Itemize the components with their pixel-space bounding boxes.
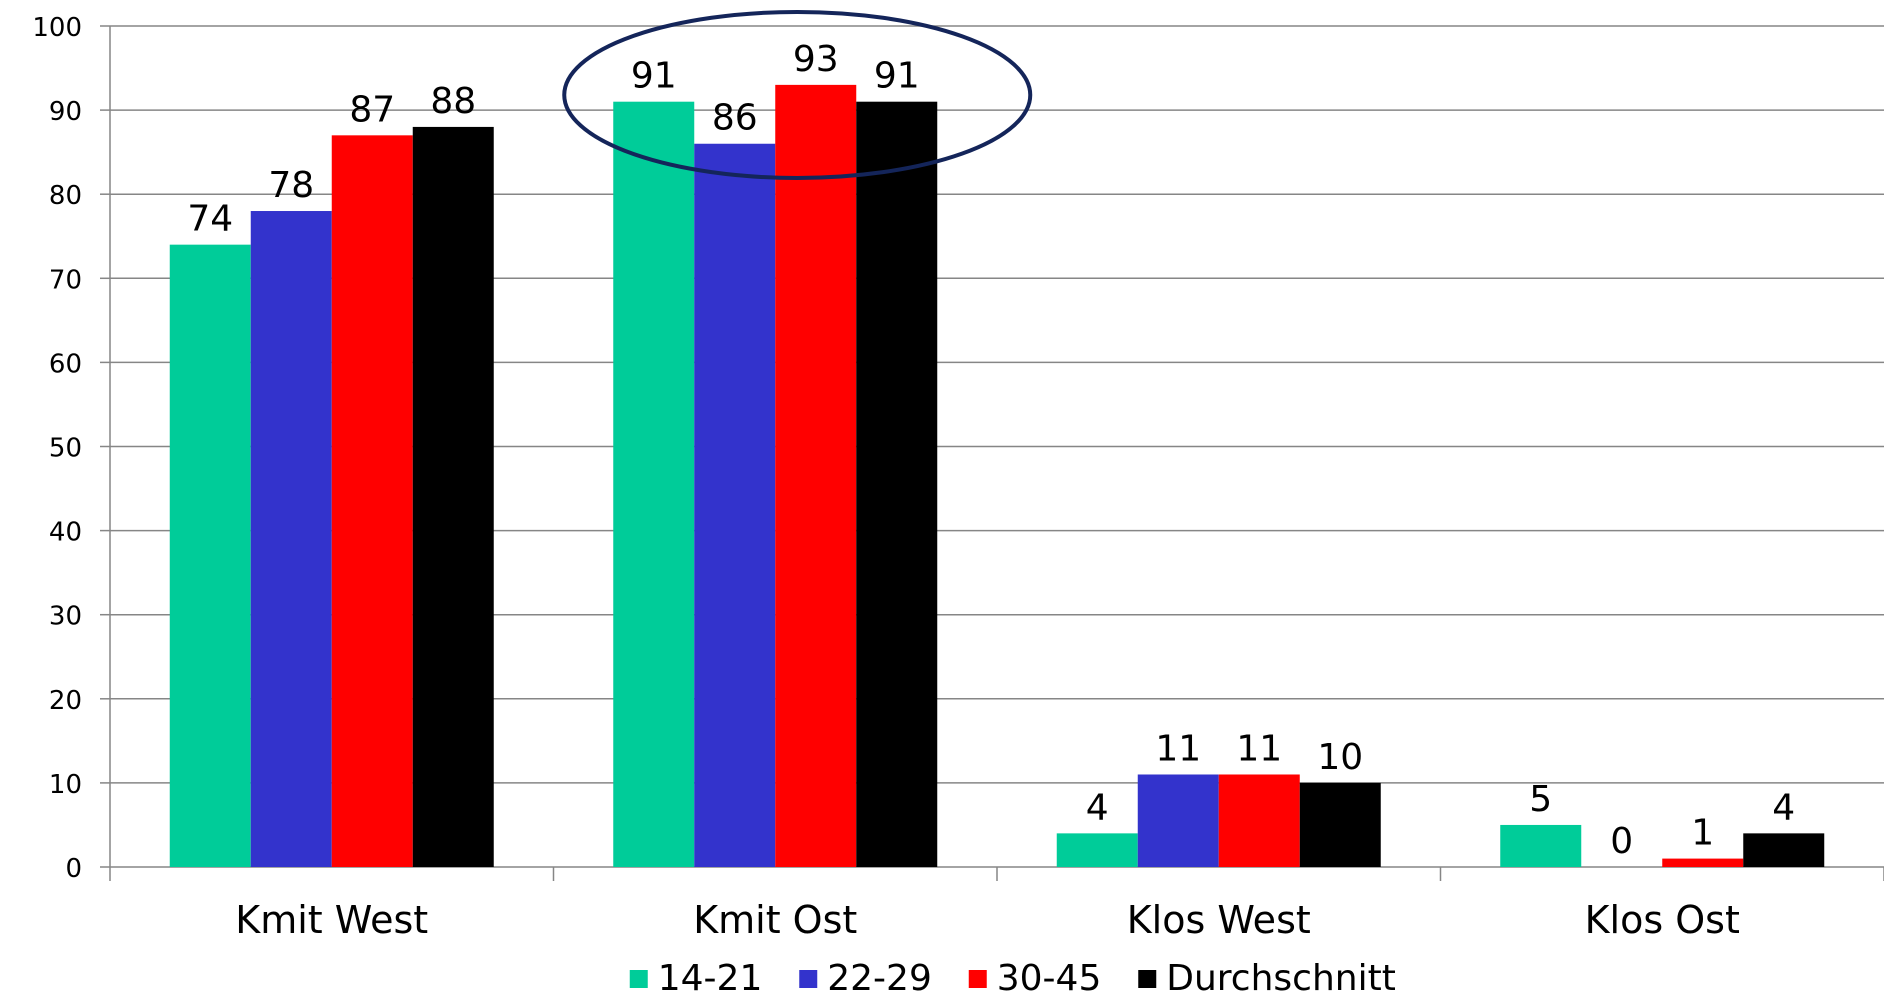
y-tick-label-70: 70 [49, 265, 82, 295]
category-label-klos-west: Klos West [1127, 898, 1311, 942]
bar-kmit-ost-14-21 [613, 101, 695, 867]
y-tick-label-20: 20 [49, 686, 82, 716]
bar-kmit-west-22-29 [250, 211, 332, 867]
bars [169, 84, 1825, 868]
annotation [562, 9, 1033, 180]
bar-kmit-ost-durchschnitt [856, 101, 938, 867]
category-labels: Kmit West Kmit Ost Klos West Klos Ost [235, 898, 1740, 942]
bar-klos-west-30-45 [1218, 774, 1300, 867]
data-label-kmit-west-durchschnitt: 88 [430, 81, 476, 122]
bar-klos-ost-14-21 [1500, 824, 1582, 867]
legend-label-14-21: 14-21 [658, 958, 763, 999]
y-tick-label-50: 50 [49, 434, 82, 464]
y-tick-label-80: 80 [49, 181, 82, 211]
data-label-klos-west-14-21: 4 [1086, 787, 1109, 828]
bar-kmit-west-durchschnitt [412, 126, 494, 868]
bar-klos-ost-durchschnitt [1743, 833, 1825, 867]
data-label-klos-west-22-29: 11 [1155, 728, 1201, 769]
data-label-kmit-ost-14-21: 91 [631, 56, 677, 97]
data-label-kmit-ost-30-45: 93 [793, 39, 839, 80]
y-tick-label-90: 90 [49, 97, 82, 127]
category-label-kmit-ost: Kmit Ost [693, 898, 857, 942]
bar-klos-ost-30-45 [1662, 858, 1744, 867]
legend-swatch-30-45 [968, 970, 987, 988]
data-label-klos-west-30-45: 11 [1236, 728, 1282, 769]
legend-label-durchschnitt: Durchschnitt [1166, 958, 1396, 999]
y-axis-ticks: 0 10 20 30 40 50 60 70 80 90 100 [32, 13, 110, 884]
legend: 14-21 22-29 30-45 Durchschnitt [629, 958, 1396, 999]
data-label-kmit-west-14-21: 74 [187, 199, 233, 240]
bar-kmit-ost-30-45 [775, 84, 857, 868]
data-label-kmit-west-30-45: 87 [349, 89, 395, 130]
category-label-kmit-west: Kmit West [235, 898, 428, 942]
y-tick-label-0: 0 [65, 854, 82, 884]
y-tick-label-10: 10 [49, 770, 82, 800]
data-label-kmit-ost-durchschnitt: 91 [874, 56, 920, 97]
data-label-kmit-ost-22-29: 86 [712, 98, 758, 139]
category-label-klos-ost: Klos Ost [1585, 898, 1740, 942]
bar-kmit-west-14-21 [169, 244, 251, 867]
highlight-ellipse [562, 9, 1033, 180]
y-tick-label-30: 30 [49, 602, 82, 632]
data-labels: 74 78 87 88 91 86 93 91 4 11 11 10 5 0 1 4 [187, 39, 1795, 862]
bar-kmit-west-30-45 [331, 135, 413, 867]
data-label-klos-ost-durchschnitt: 4 [1772, 787, 1795, 828]
data-label-klos-ost-30-45: 1 [1691, 813, 1714, 854]
data-label-klos-west-durchschnitt: 10 [1317, 737, 1363, 778]
bar-klos-west-14-21 [1056, 833, 1138, 867]
bar-kmit-ost-22-29 [694, 143, 776, 868]
data-label-klos-ost-22-29: 0 [1610, 821, 1633, 862]
legend-swatch-14-21 [629, 970, 648, 988]
data-label-klos-ost-14-21: 5 [1529, 779, 1552, 820]
legend-label-30-45: 30-45 [997, 958, 1102, 999]
bar-klos-west-22-29 [1137, 774, 1219, 867]
y-tick-label-60: 60 [49, 349, 82, 379]
y-tick-label-100: 100 [32, 13, 82, 43]
data-label-kmit-west-22-29: 78 [268, 165, 314, 206]
y-tick-label-40: 40 [49, 518, 82, 548]
bar-klos-west-durchschnitt [1299, 782, 1381, 867]
legend-swatch-22-29 [799, 970, 818, 988]
legend-swatch-durchschnitt [1138, 970, 1157, 988]
legend-label-22-29: 22-29 [827, 958, 932, 999]
